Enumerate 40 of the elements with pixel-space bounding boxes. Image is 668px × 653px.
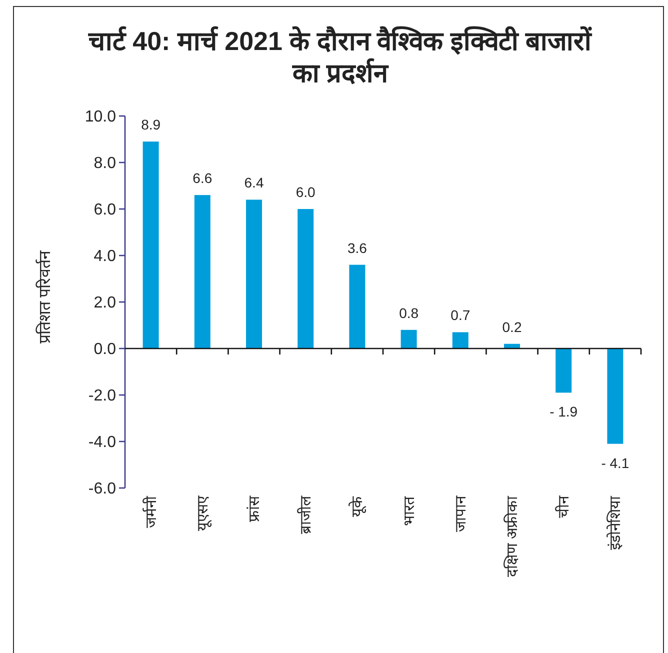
bar	[556, 348, 572, 393]
bar	[194, 195, 210, 348]
y-axis-title: प्रतिशत परिवर्तन	[35, 249, 54, 344]
y-tick-label: -6.0	[88, 480, 116, 498]
data-label: - 4.1	[601, 454, 630, 471]
y-tick-label: 8.0	[94, 155, 116, 172]
y-tick-label: 2.0	[94, 294, 116, 312]
x-tick-label: यूके	[348, 496, 368, 517]
data-label: 8.9	[141, 116, 161, 133]
data-label: 6.6	[192, 170, 212, 186]
y-tick-label: -2.0	[88, 388, 116, 405]
chart-title: चार्ट 40: मार्च 2021 के दौरान वैश्विक इक्विटी बाजारों का प्रदर्शन	[87, 26, 593, 88]
x-tick-label: दक्षिण अफ्रीका	[503, 495, 521, 578]
bar	[142, 142, 159, 348]
data-label: 0.7	[450, 307, 470, 324]
x-tick-label: चीन	[554, 495, 573, 518]
x-tick-label: ब्राजील	[296, 495, 315, 534]
x-tick-label: जर्मनी	[142, 495, 160, 528]
x-tick-label: इंडोनेशिया	[606, 495, 624, 550]
bar	[607, 348, 624, 444]
data-label: 6.0	[296, 184, 316, 200]
data-label: - 1.9	[550, 404, 578, 420]
x-tick-label: जापान	[452, 495, 470, 532]
y-tick-label: 4.0	[94, 248, 116, 266]
bar	[349, 264, 366, 348]
x-tick-label: यूएसए	[194, 495, 212, 531]
x-tick-label: भारत	[400, 496, 418, 526]
y-tick-label: 6.0	[94, 202, 116, 219]
y-tick-label: 0.0	[94, 341, 116, 358]
bar	[400, 330, 417, 348]
data-label: 0.8	[399, 304, 419, 321]
bar	[246, 200, 262, 348]
y-tick-label: -4.0	[88, 434, 116, 452]
y-tick-label: 10.0	[84, 108, 116, 126]
x-tick-label: फ्रांस	[246, 495, 263, 522]
data-label: 0.2	[502, 318, 522, 335]
bar	[298, 209, 314, 348]
data-label: 3.6	[347, 240, 368, 256]
bar	[452, 332, 468, 348]
data-label: 6.4	[244, 174, 264, 191]
